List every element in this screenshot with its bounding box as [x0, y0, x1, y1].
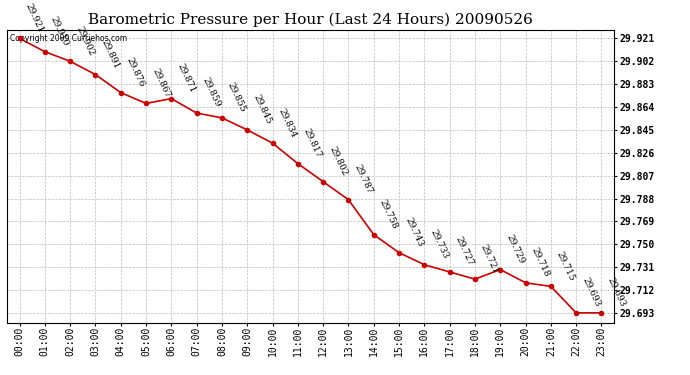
Title: Barometric Pressure per Hour (Last 24 Hours) 20090526: Barometric Pressure per Hour (Last 24 Ho…: [88, 13, 533, 27]
Text: 29.787: 29.787: [353, 163, 374, 195]
Text: 29.845: 29.845: [251, 93, 273, 126]
Text: 29.855: 29.855: [226, 81, 248, 114]
Text: 29.902: 29.902: [75, 25, 96, 57]
Text: 29.758: 29.758: [378, 198, 400, 231]
Text: 29.834: 29.834: [277, 107, 298, 139]
Text: 29.721: 29.721: [479, 243, 500, 275]
Text: 29.867: 29.867: [150, 67, 172, 99]
Text: 29.693: 29.693: [580, 276, 602, 309]
Text: 29.859: 29.859: [201, 76, 222, 109]
Text: 29.727: 29.727: [454, 236, 475, 268]
Text: 29.733: 29.733: [428, 228, 450, 261]
Text: 29.718: 29.718: [530, 246, 551, 279]
Text: 29.921: 29.921: [23, 2, 45, 34]
Text: 29.802: 29.802: [327, 145, 348, 177]
Text: 29.729: 29.729: [504, 233, 526, 266]
Text: Copyright 2009 Curriehos.com: Copyright 2009 Curriehos.com: [10, 34, 127, 44]
Text: 29.871: 29.871: [175, 62, 197, 94]
Text: 29.817: 29.817: [302, 127, 324, 159]
Text: 29.743: 29.743: [403, 216, 424, 249]
Text: 29.693: 29.693: [606, 276, 627, 309]
Text: 29.891: 29.891: [99, 38, 121, 70]
Text: 29.910: 29.910: [49, 15, 70, 48]
Text: 29.876: 29.876: [125, 56, 146, 88]
Text: 29.715: 29.715: [555, 250, 577, 282]
